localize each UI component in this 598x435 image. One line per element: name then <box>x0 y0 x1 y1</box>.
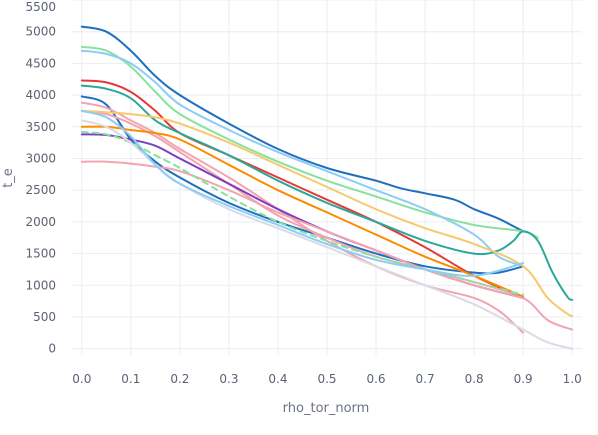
y-tick-label: 4000 <box>25 88 56 102</box>
series-line-1 <box>80 25 525 233</box>
x-tick-labels: 0.0 0.1 0.2 0.3 0.4 0.5 0.6 0.7 0.8 0.9 1.0 <box>72 372 581 386</box>
x-axis-title: rho_tor_norm <box>283 401 370 416</box>
series-line-9 <box>80 109 574 317</box>
x-tick-label: 0.8 <box>465 372 484 386</box>
x-tick-label: 0.7 <box>416 372 435 386</box>
y-tick-label: 3000 <box>25 151 56 165</box>
y-tick-labels: 0 500 1000 1500 2000 2500 3000 3500 4000 4500 5000… <box>25 0 56 356</box>
x-tick-label: 1.0 <box>563 372 582 386</box>
x-tick-label: 0.6 <box>366 372 385 386</box>
series-line-15 <box>80 109 525 277</box>
y-tick-label: 5500 <box>25 0 56 14</box>
y-tick-label: 2000 <box>25 215 56 229</box>
y-tick-label: 1000 <box>25 278 56 292</box>
x-tick-label: 0.9 <box>514 372 533 386</box>
series-line-7 <box>80 101 525 334</box>
x-tick-label: 0.2 <box>170 372 189 386</box>
series-line-6 <box>80 95 525 275</box>
series-line-4 <box>80 79 525 299</box>
y-tick-label: 5000 <box>25 25 56 39</box>
series-line-10 <box>80 125 525 298</box>
series-lines <box>80 25 574 350</box>
x-tick-label: 0.0 <box>72 372 91 386</box>
x-tick-label: 0.4 <box>268 372 287 386</box>
series-line-3 <box>80 49 525 268</box>
y-tick-label: 4500 <box>25 56 56 70</box>
y-tick-label: 500 <box>33 310 56 324</box>
y-tick-label: 2500 <box>25 183 56 197</box>
series-line-2 <box>80 45 539 239</box>
y-axis-title: t_e <box>1 168 16 188</box>
y-tick-label: 3500 <box>25 120 56 134</box>
series-line-5 <box>80 84 574 301</box>
x-tick-label: 0.5 <box>317 372 336 386</box>
y-tick-label: 0 <box>48 342 56 356</box>
y-tick-label: 1500 <box>25 247 56 261</box>
x-tick-label: 0.3 <box>219 372 238 386</box>
x-tick-label: 0.1 <box>121 372 140 386</box>
grid-lines <box>72 0 582 355</box>
series-line-14 <box>80 119 574 350</box>
